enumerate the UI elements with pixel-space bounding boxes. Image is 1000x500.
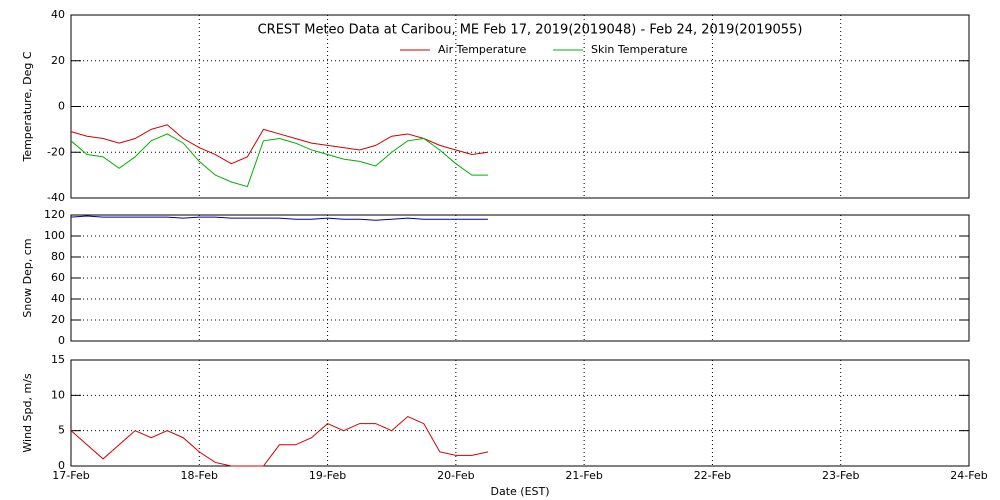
legend-label: Air Temperature xyxy=(438,43,527,56)
y-tick-label: 100 xyxy=(44,229,65,242)
y-tick-label: 80 xyxy=(51,250,65,263)
y-tick-label: 15 xyxy=(51,353,65,366)
y-tick-label: 0 xyxy=(58,459,65,472)
y-tick-label: 0 xyxy=(58,100,65,113)
x-tick-label: 20-Feb xyxy=(437,469,474,482)
y-tick-label: 20 xyxy=(51,54,65,67)
data-line xyxy=(70,124,488,165)
legend-label: Skin Temperature xyxy=(591,43,688,56)
x-tick-label: 18-Feb xyxy=(181,469,218,482)
y-axis-label: Temperature, Deg C xyxy=(21,51,34,162)
y-axis-label: Snow Dep, cm xyxy=(21,238,34,317)
x-tick-label: 17-Feb xyxy=(52,469,89,482)
x-tick-label: 24-Feb xyxy=(950,469,987,482)
y-tick-label: -20 xyxy=(47,145,65,158)
plot-frame xyxy=(70,14,970,199)
y-axis-label: Wind Spd, m/s xyxy=(21,373,34,453)
y-tick-label: 60 xyxy=(51,271,65,284)
y-tick-label: 40 xyxy=(51,8,65,21)
y-tick-label: -40 xyxy=(47,191,65,204)
data-line xyxy=(70,415,489,467)
x-tick-label: 22-Feb xyxy=(694,469,731,482)
y-tick-label: 40 xyxy=(51,292,65,305)
plot-frame xyxy=(70,214,970,342)
chart-title: CREST Meteo Data at Caribou, ME Feb 17, … xyxy=(258,23,803,38)
y-tick-label: 0 xyxy=(58,334,65,347)
x-axis-label: Date (EST) xyxy=(490,485,549,498)
y-tick-label: 120 xyxy=(44,208,65,221)
x-tick-label: 21-Feb xyxy=(565,469,602,482)
data-line xyxy=(70,215,488,221)
y-tick-label: 20 xyxy=(51,313,65,326)
plot-frame xyxy=(70,359,970,467)
y-tick-label: 5 xyxy=(58,424,65,437)
x-tick-label: 23-Feb xyxy=(822,469,859,482)
data-line xyxy=(70,133,488,188)
y-tick-label: 10 xyxy=(51,388,65,401)
x-tick-label: 19-Feb xyxy=(309,469,346,482)
